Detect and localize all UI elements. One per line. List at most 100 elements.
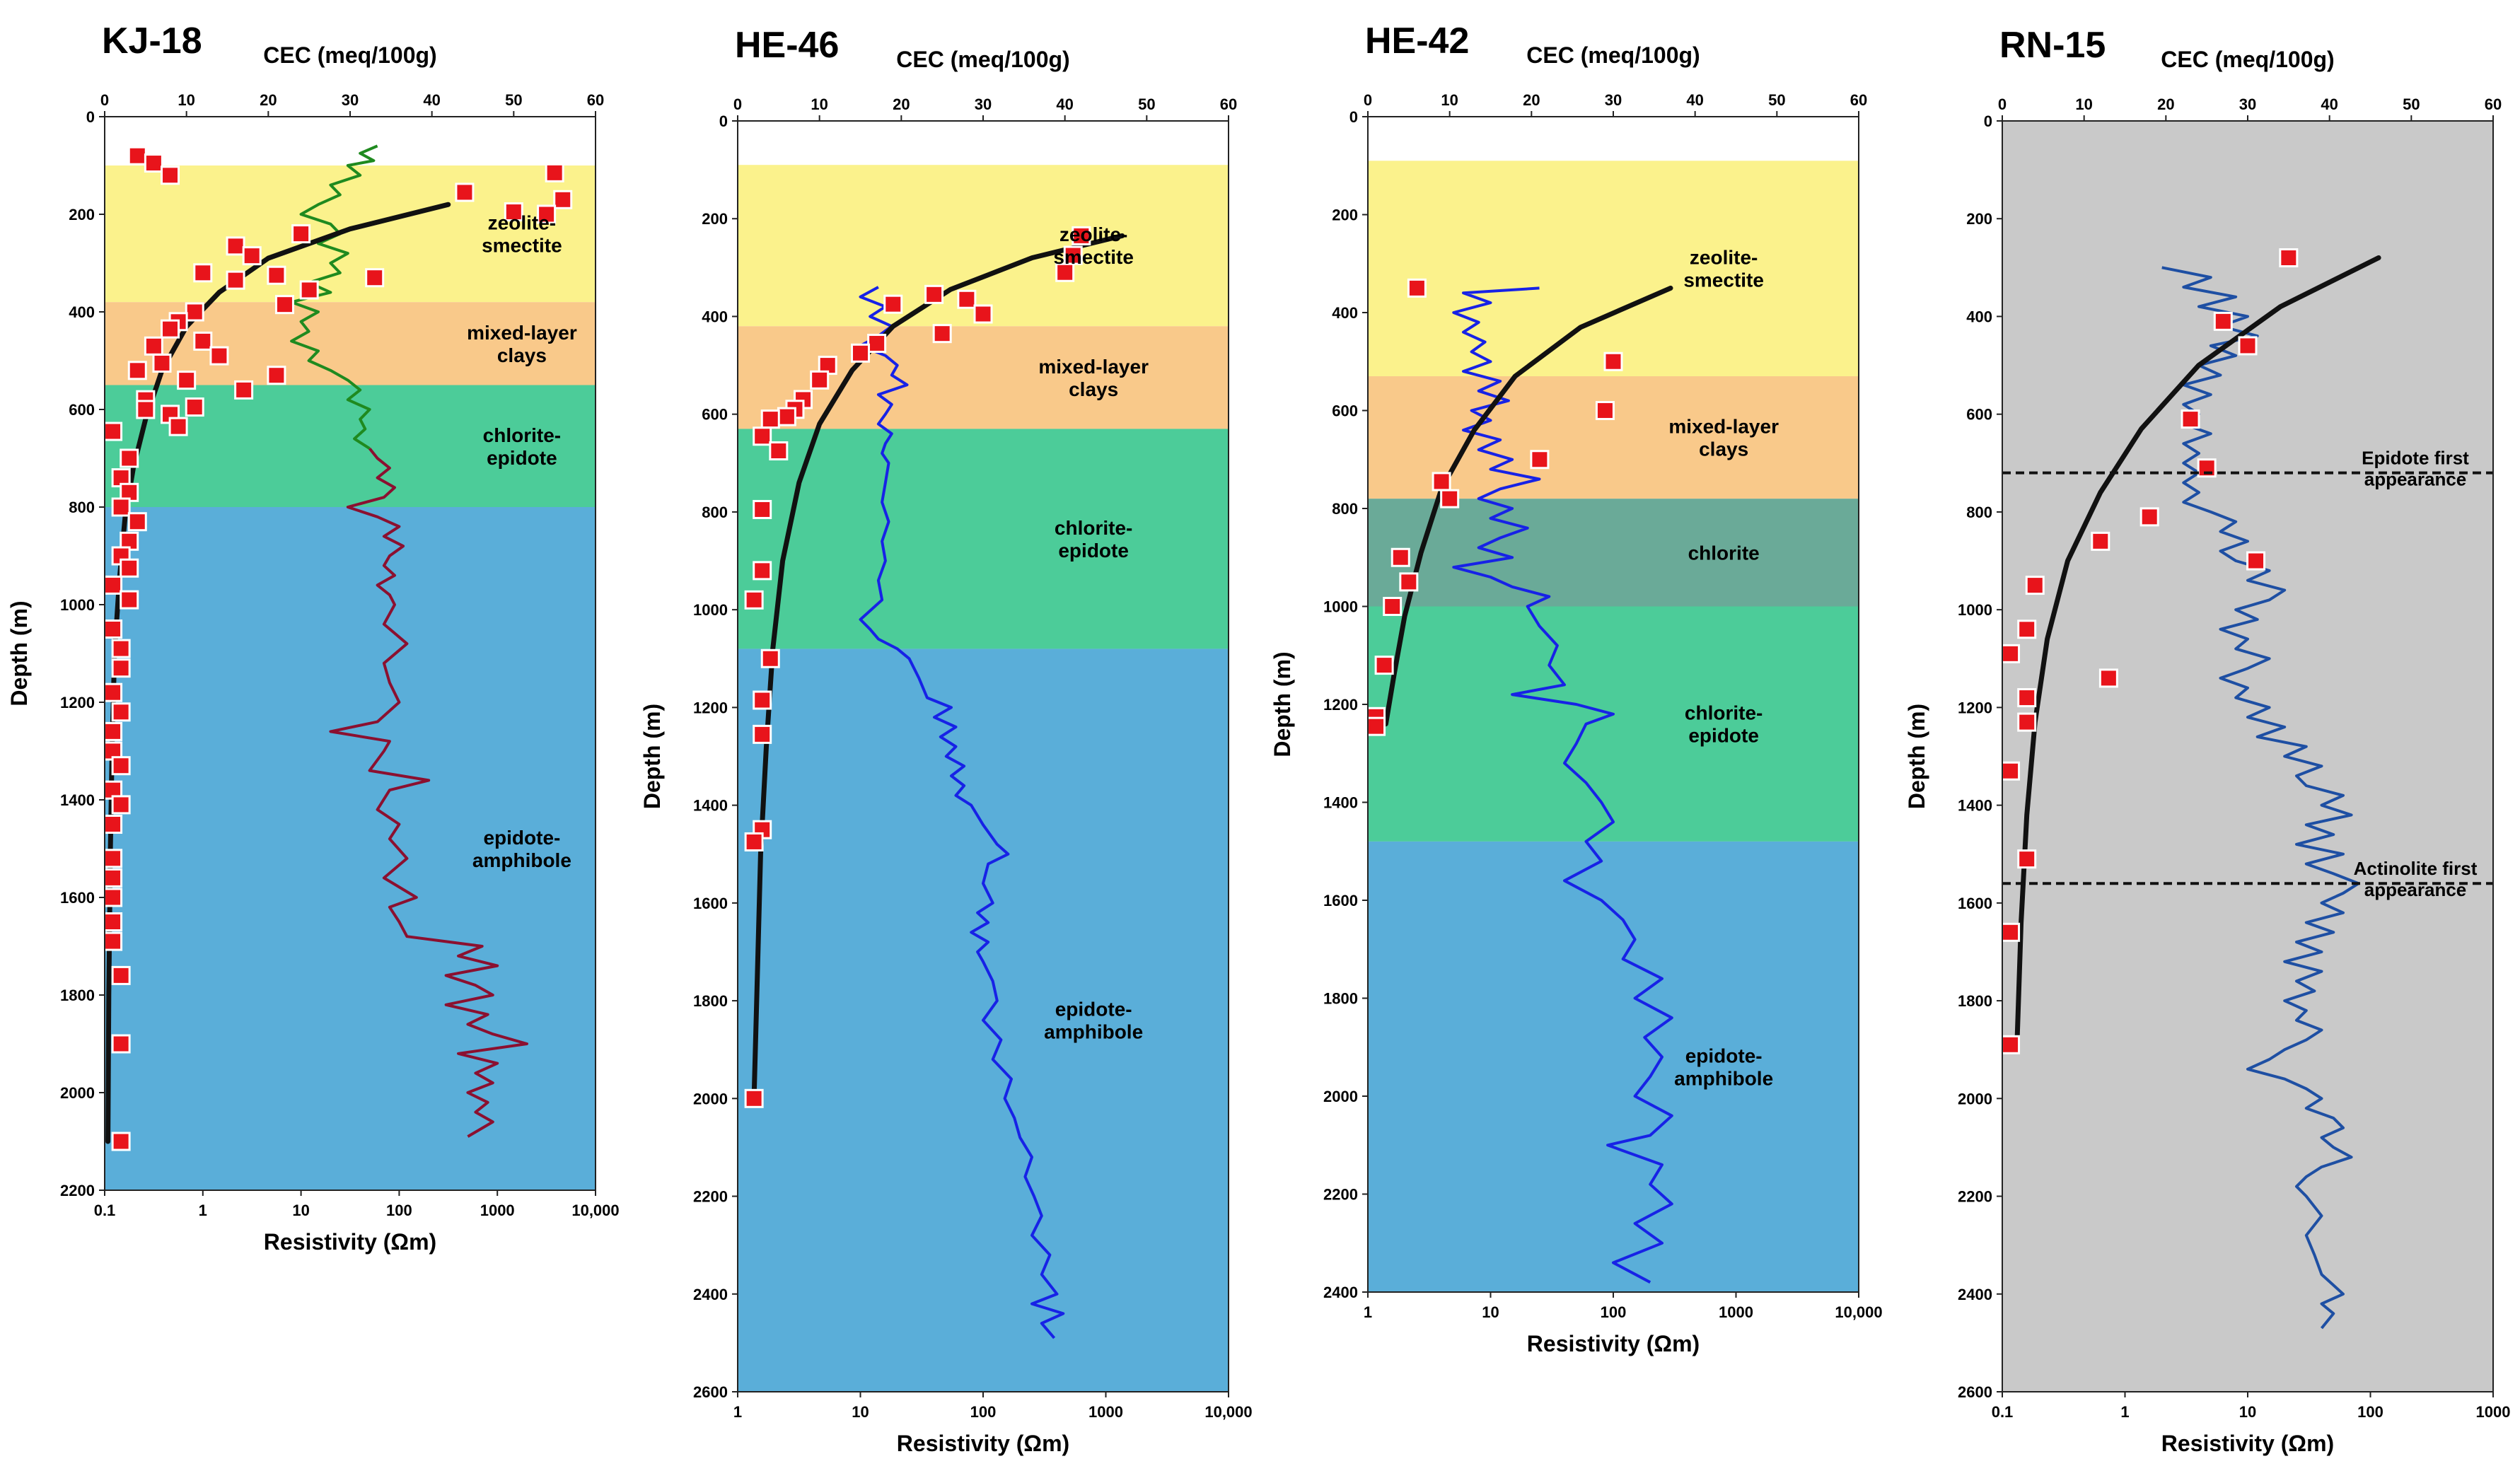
cec-tick-label: 60 <box>587 91 604 109</box>
cec-sample-point <box>753 426 772 446</box>
panel-he-42: zeolite-smectite mixed-layer clays chlorite… <box>1270 21 1883 1356</box>
cec-sample-point <box>2098 668 2118 688</box>
depth-tick-label: 600 <box>69 401 95 419</box>
zone-label: zeolite-smectite <box>482 212 562 257</box>
cec-tick-label: 20 <box>2157 95 2174 113</box>
depth-tick-label: 2400 <box>1323 1284 1358 1301</box>
zone-label: chlorite-epidote <box>1685 702 1763 747</box>
annotation-label: Epidote first appearance <box>2362 448 2469 490</box>
depth-tick-label: 1200 <box>693 699 728 716</box>
cec-sample-point <box>753 690 772 710</box>
depth-tick-label: 400 <box>1966 308 1992 325</box>
depth-tick-label: 200 <box>702 210 728 228</box>
cec-sample-point <box>1595 401 1615 420</box>
cec-tick-label: 50 <box>1138 95 1155 113</box>
cec-sample-point <box>2181 409 2200 429</box>
cec-sample-point <box>127 361 147 380</box>
zone-band <box>738 429 1229 649</box>
resistivity-tick-label: 1 <box>733 1403 742 1421</box>
resistivity-tick-label: 1 <box>2120 1403 2129 1421</box>
zone-label: epidote-amphibole <box>1674 1045 1773 1089</box>
cec-sample-point <box>851 343 870 363</box>
depth-tick-label: 1400 <box>1323 794 1358 812</box>
resistivity-tick-label: 10,000 <box>1835 1303 1882 1321</box>
cec-tick-label: 40 <box>1056 95 1073 113</box>
well-title: HE-46 <box>735 25 839 66</box>
cec-sample-point <box>744 1088 764 1108</box>
cec-sample-point <box>103 575 123 595</box>
cec-sample-point <box>2213 311 2233 331</box>
depth-tick-label: 1200 <box>1958 699 1992 716</box>
cec-sample-point <box>185 302 204 322</box>
cec-sample-point <box>299 280 319 300</box>
cec-sample-point <box>267 366 286 385</box>
cec-tick-label: 30 <box>975 95 992 113</box>
cec-tick-label: 30 <box>342 91 359 109</box>
depth-axis-title: Depth (m) <box>1270 651 1295 757</box>
cec-sample-point <box>365 268 385 288</box>
cec-sample-point <box>120 558 139 578</box>
cec-tick-label: 0 <box>100 91 109 109</box>
cec-sample-point <box>103 620 123 639</box>
panel-he-46: zeolite-smectite mixed-layer clays chlorite… <box>639 25 1253 1456</box>
zone-label: zeolite-smectite <box>1683 247 1764 291</box>
zone-label: chlorite-epidote <box>1055 517 1132 562</box>
cec-sample-point <box>168 417 188 436</box>
resistivity-tick-label: 100 <box>2357 1403 2383 1421</box>
zone-label: chlorite-epidote <box>483 424 561 469</box>
panel-rn-15: Epidote first appearance Actinolite first a… <box>1904 25 2510 1456</box>
resistivity-tick-label: 100 <box>1601 1303 1627 1321</box>
cec-trend-curve <box>751 233 1125 1101</box>
cec-sample-point <box>161 319 180 339</box>
zone-band <box>1368 606 1859 842</box>
cec-sample-point <box>753 561 772 581</box>
cec-sample-point <box>103 682 123 702</box>
cec-sample-point <box>2246 551 2266 571</box>
resistivity-tick-label: 10,000 <box>1204 1403 1252 1421</box>
resistivity-axis-title: Resistivity (Ωm) <box>897 1431 1069 1456</box>
cec-sample-point <box>111 658 131 678</box>
cec-tick-label: 50 <box>2403 95 2420 113</box>
cec-sample-point <box>2001 1035 2021 1054</box>
cec-sample-point <box>2017 688 2037 708</box>
cec-tick-label: 50 <box>505 91 522 109</box>
cec-sample-point <box>1407 278 1427 298</box>
annotation-label: Actinolite first appearance <box>2354 858 2478 900</box>
cec-sample-point <box>2001 644 2021 663</box>
depth-tick-label: 1800 <box>60 987 95 1004</box>
resistivity-axis-title: Resistivity (Ωm) <box>2161 1431 2334 1456</box>
zone-label: epidote-amphibole <box>1044 999 1143 1043</box>
cec-tick-label: 60 <box>1220 95 1237 113</box>
cec-sample-point <box>1055 262 1075 282</box>
cec-sample-point <box>152 353 172 373</box>
depth-tick-label: 2200 <box>693 1188 728 1206</box>
cec-sample-point <box>2017 712 2037 732</box>
cec-tick-label: 30 <box>2239 95 2256 113</box>
cec-sample-point <box>120 590 139 610</box>
cec-tick-label: 0 <box>1364 91 1372 109</box>
depth-tick-label: 1600 <box>693 895 728 912</box>
plot-background <box>2002 121 2493 1392</box>
depth-tick-label: 1800 <box>693 992 728 1010</box>
well-title: KJ-18 <box>102 21 202 62</box>
zone-label: mixed-layer clays <box>1668 416 1779 460</box>
cec-sample-point <box>111 965 131 985</box>
cec-sample-point <box>177 371 197 390</box>
resistivity-axis-title: Resistivity (Ωm) <box>264 1229 436 1255</box>
cec-tick-label: 40 <box>1686 91 1703 109</box>
cec-sample-point <box>103 849 123 868</box>
cec-sample-point <box>537 204 557 224</box>
resistivity-log <box>290 144 378 450</box>
cec-sample-point <box>209 346 229 366</box>
zone-band <box>105 385 596 507</box>
depth-tick-label: 800 <box>702 504 728 521</box>
depth-tick-label: 1800 <box>1958 992 1992 1010</box>
cec-sample-point <box>1432 472 1451 492</box>
zone-label: mixed-layer clays <box>467 322 577 366</box>
cec-sample-point <box>1390 547 1410 567</box>
depth-tick-label: 1000 <box>1323 598 1358 616</box>
cec-sample-point <box>274 295 294 315</box>
depth-tick-label: 200 <box>69 206 95 223</box>
cec-sample-point <box>1383 597 1403 616</box>
depth-tick-label: 2000 <box>693 1090 728 1107</box>
